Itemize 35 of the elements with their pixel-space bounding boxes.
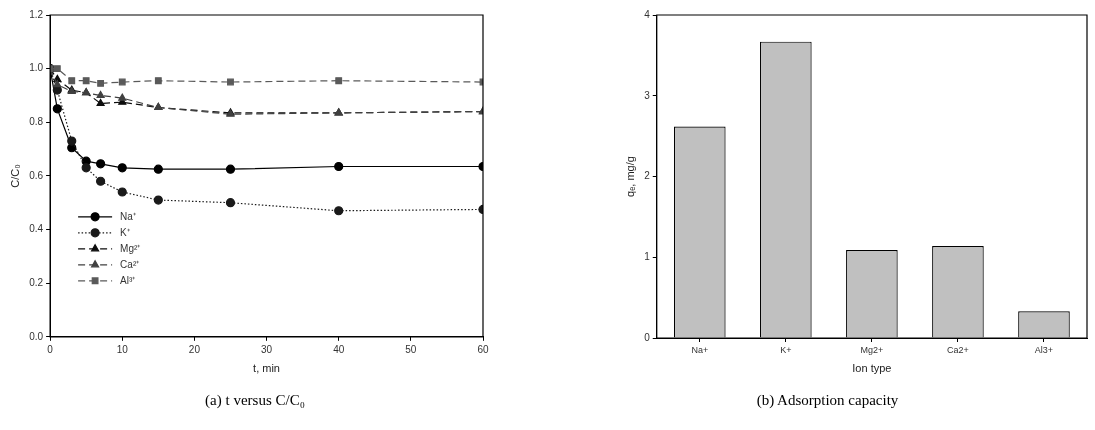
x-tick-label: Mg2+	[860, 344, 884, 355]
y-tick-label: 0.8	[29, 116, 44, 128]
y-tick-label: 3	[644, 89, 651, 101]
y-tick-label: 0.4	[29, 223, 44, 235]
text: (b) Adsorption capacity	[755, 392, 900, 409]
y-tick-label: 0.0	[29, 330, 44, 342]
x-tick-label: 40	[333, 343, 345, 355]
x-tick-label: Na+	[691, 344, 709, 355]
y-tick-label: 1	[644, 251, 651, 262]
legend-label: Al³⁺	[120, 274, 137, 286]
y-axis-title: qₑ, mg/g	[623, 156, 636, 197]
x-tick-label: 60	[477, 343, 489, 355]
legend-label: Na⁺	[120, 210, 137, 222]
y-tick-label: 4	[644, 8, 651, 20]
y-tick-label: 0	[644, 331, 651, 343]
y-tick-label: 0.2	[29, 276, 44, 288]
legend-label: Ca²⁺	[120, 258, 141, 270]
x-tick-label: 0	[47, 343, 54, 355]
x-tick-label: 30	[260, 343, 273, 355]
x-axis-title: Ion type	[852, 362, 892, 375]
y-axis-title: C/C₀	[8, 164, 21, 188]
x-tick-label: K+	[780, 344, 792, 355]
y-tick-label: 1.2	[29, 8, 44, 20]
x-tick-label: Ca2+	[947, 344, 969, 355]
y-tick-label: 0.6	[29, 169, 44, 181]
x-tick-label: 10	[116, 343, 129, 355]
x-tick-label: Al3+	[1034, 344, 1054, 355]
legend-label: K⁺	[120, 226, 131, 238]
y-tick-label: 2	[644, 170, 651, 182]
legend-label: Mg²⁺	[120, 242, 142, 254]
x-tick-label: 50	[405, 343, 417, 355]
x-axis-title: t, min	[253, 362, 280, 375]
text: (a) t versus C/C₀	[204, 392, 306, 409]
y-tick-label: 1.0	[29, 62, 44, 74]
x-tick-label: 20	[188, 343, 201, 355]
